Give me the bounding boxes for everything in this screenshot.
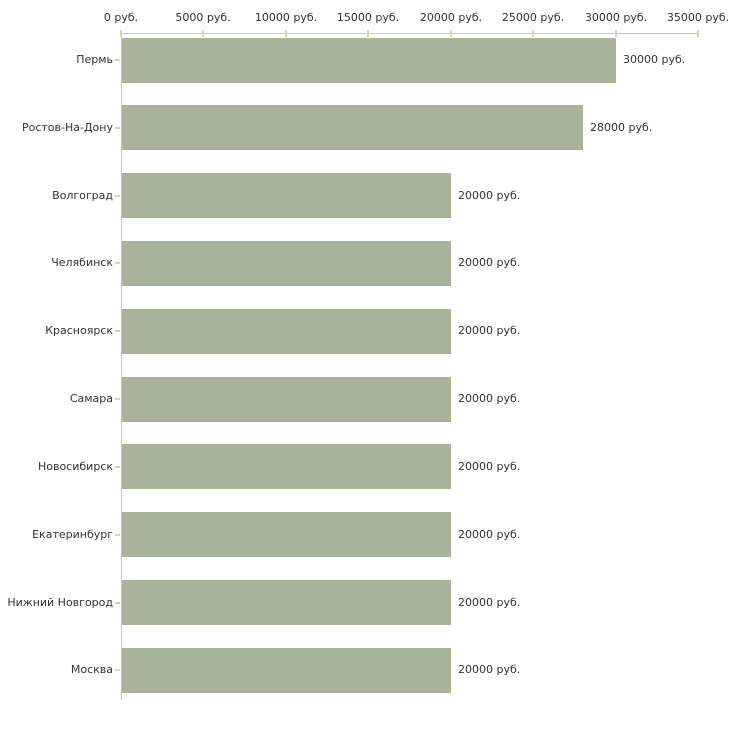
category-label: Волгоград <box>52 189 113 202</box>
value-label: 20000 руб. <box>458 596 521 609</box>
x-tick-mark <box>285 30 287 37</box>
category-label: Москва <box>70 663 113 676</box>
category-label: Нижний Новгород <box>7 596 113 609</box>
value-label: 30000 руб. <box>623 53 686 66</box>
x-axis-tick-label: 30000 руб. <box>584 11 648 24</box>
category-tick-mark <box>115 59 120 61</box>
category-label: Екатеринбург <box>32 528 113 541</box>
x-tick-mark <box>120 30 122 37</box>
category-tick-mark <box>115 669 120 671</box>
x-axis-tick-label: 10000 руб. <box>254 11 318 24</box>
x-axis-tick-label: 15000 руб. <box>336 11 400 24</box>
category-label: Красноярск <box>45 324 113 337</box>
value-label: 20000 руб. <box>458 663 521 676</box>
x-axis-tick-label: 0 руб. <box>103 11 139 24</box>
bar <box>122 512 451 557</box>
value-label: 20000 руб. <box>458 528 521 541</box>
bar <box>122 444 451 489</box>
category-tick-mark <box>115 534 120 536</box>
x-axis-tick-label: 20000 руб. <box>419 11 483 24</box>
bar <box>122 377 451 422</box>
category-label: Челябинск <box>51 256 113 269</box>
category-label: Ростов-На-Дону <box>21 121 113 134</box>
value-label: 20000 руб. <box>458 324 521 337</box>
x-tick-mark <box>615 30 617 37</box>
value-label: 20000 руб. <box>458 392 521 405</box>
category-tick-mark <box>115 602 120 604</box>
bar <box>122 648 451 693</box>
bar <box>122 580 451 625</box>
category-tick-mark <box>115 195 120 197</box>
category-tick-mark <box>115 330 120 332</box>
x-axis-line <box>121 33 699 34</box>
x-tick-mark <box>367 30 369 37</box>
category-tick-mark <box>115 262 120 264</box>
bar <box>122 105 583 150</box>
category-label: Самара <box>69 392 113 405</box>
bar <box>122 38 616 83</box>
bar <box>122 173 451 218</box>
value-label: 20000 руб. <box>458 460 521 473</box>
bar <box>122 309 451 354</box>
x-axis-tick-label: 5000 руб. <box>175 11 231 24</box>
value-label: 20000 руб. <box>458 256 521 269</box>
x-tick-mark <box>532 30 534 37</box>
x-axis-tick-label: 35000 руб. <box>666 11 730 24</box>
category-label: Новосибирск <box>37 460 113 473</box>
category-tick-mark <box>115 398 120 400</box>
value-label: 20000 руб. <box>458 189 521 202</box>
category-tick-mark <box>115 466 120 468</box>
value-label: 28000 руб. <box>590 121 653 134</box>
y-axis-line <box>121 33 122 700</box>
x-tick-mark <box>202 30 204 37</box>
x-tick-mark <box>697 30 699 37</box>
category-label: Пермь <box>76 53 113 66</box>
x-tick-mark <box>450 30 452 37</box>
bar <box>122 241 451 286</box>
category-tick-mark <box>115 127 120 129</box>
x-axis-tick-label: 25000 руб. <box>501 11 565 24</box>
